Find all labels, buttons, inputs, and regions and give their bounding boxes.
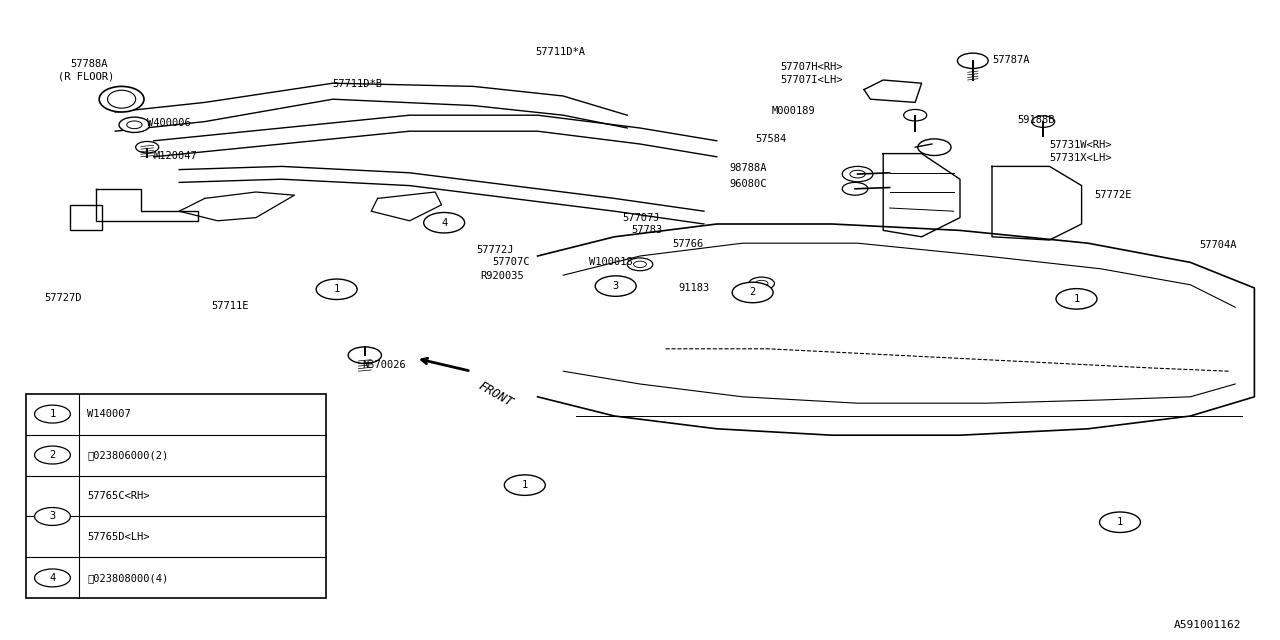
Circle shape <box>424 212 465 233</box>
Text: 57772J: 57772J <box>476 244 513 255</box>
Circle shape <box>35 405 70 423</box>
Circle shape <box>1056 289 1097 309</box>
Circle shape <box>595 276 636 296</box>
Text: 3: 3 <box>50 511 55 522</box>
Text: 2: 2 <box>750 287 755 298</box>
Text: W400006: W400006 <box>147 118 191 128</box>
Circle shape <box>504 475 545 495</box>
Ellipse shape <box>108 90 136 108</box>
Text: 59188B: 59188B <box>1018 115 1055 125</box>
Text: M120047: M120047 <box>154 150 197 161</box>
Circle shape <box>918 139 951 156</box>
Text: 1: 1 <box>334 284 339 294</box>
Text: 57707I<LH>: 57707I<LH> <box>781 75 844 85</box>
Circle shape <box>842 182 868 195</box>
Text: 3: 3 <box>613 281 618 291</box>
Text: (R FLOOR): (R FLOOR) <box>58 72 114 82</box>
Circle shape <box>904 109 927 121</box>
Text: 57707H<RH>: 57707H<RH> <box>781 62 844 72</box>
Text: FRONT: FRONT <box>476 380 515 410</box>
Text: Ⓝ023806000(2): Ⓝ023806000(2) <box>87 450 168 460</box>
Text: 57704A: 57704A <box>1199 240 1236 250</box>
Text: 57766: 57766 <box>672 239 703 250</box>
Circle shape <box>316 279 357 300</box>
Text: 57765D<LH>: 57765D<LH> <box>87 532 150 542</box>
Text: 57788A: 57788A <box>70 59 108 69</box>
Text: M000189: M000189 <box>772 106 815 116</box>
Circle shape <box>749 277 774 290</box>
Text: 2: 2 <box>50 450 55 460</box>
Text: 57783: 57783 <box>631 225 662 236</box>
Text: 57707C: 57707C <box>493 257 530 268</box>
Circle shape <box>627 258 653 271</box>
Text: A591001162: A591001162 <box>1174 620 1242 630</box>
Circle shape <box>850 170 865 178</box>
Text: 57765C<RH>: 57765C<RH> <box>87 491 150 501</box>
Circle shape <box>119 117 150 132</box>
Text: 1: 1 <box>1074 294 1079 304</box>
Circle shape <box>957 53 988 68</box>
Text: 57711D*B: 57711D*B <box>333 79 383 90</box>
Text: 4: 4 <box>50 573 55 583</box>
Text: 91183: 91183 <box>678 283 709 293</box>
Text: 1: 1 <box>1117 517 1123 527</box>
Circle shape <box>1100 512 1140 532</box>
Circle shape <box>842 166 873 182</box>
Text: 57731X<LH>: 57731X<LH> <box>1050 153 1112 163</box>
Text: 57711D*A: 57711D*A <box>535 47 585 58</box>
Text: 57584: 57584 <box>755 134 786 144</box>
Text: 96080C: 96080C <box>730 179 767 189</box>
Bar <box>70 205 102 230</box>
Text: 57727D: 57727D <box>45 292 82 303</box>
Circle shape <box>35 569 70 587</box>
Text: W140007: W140007 <box>87 409 131 419</box>
Circle shape <box>732 282 773 303</box>
Text: N370026: N370026 <box>362 360 406 370</box>
Circle shape <box>1032 116 1055 127</box>
Circle shape <box>136 141 159 153</box>
Text: 57711E: 57711E <box>211 301 248 311</box>
Text: 57787A: 57787A <box>992 54 1029 65</box>
Bar <box>26 394 326 598</box>
Text: 57707J: 57707J <box>622 212 659 223</box>
Text: 1: 1 <box>50 409 55 419</box>
Circle shape <box>348 347 381 364</box>
Text: 1: 1 <box>522 480 527 490</box>
Circle shape <box>35 446 70 464</box>
Circle shape <box>755 280 768 287</box>
Circle shape <box>634 261 646 268</box>
Text: Ⓝ023808000(4): Ⓝ023808000(4) <box>87 573 168 583</box>
Circle shape <box>35 508 70 525</box>
Text: 57731W<RH>: 57731W<RH> <box>1050 140 1112 150</box>
Circle shape <box>127 121 142 129</box>
Text: R920035: R920035 <box>480 271 524 282</box>
Ellipse shape <box>100 86 143 112</box>
Text: W100018: W100018 <box>589 257 632 268</box>
Text: 98788A: 98788A <box>730 163 767 173</box>
Text: 4: 4 <box>442 218 447 228</box>
Text: 57772E: 57772E <box>1094 190 1132 200</box>
